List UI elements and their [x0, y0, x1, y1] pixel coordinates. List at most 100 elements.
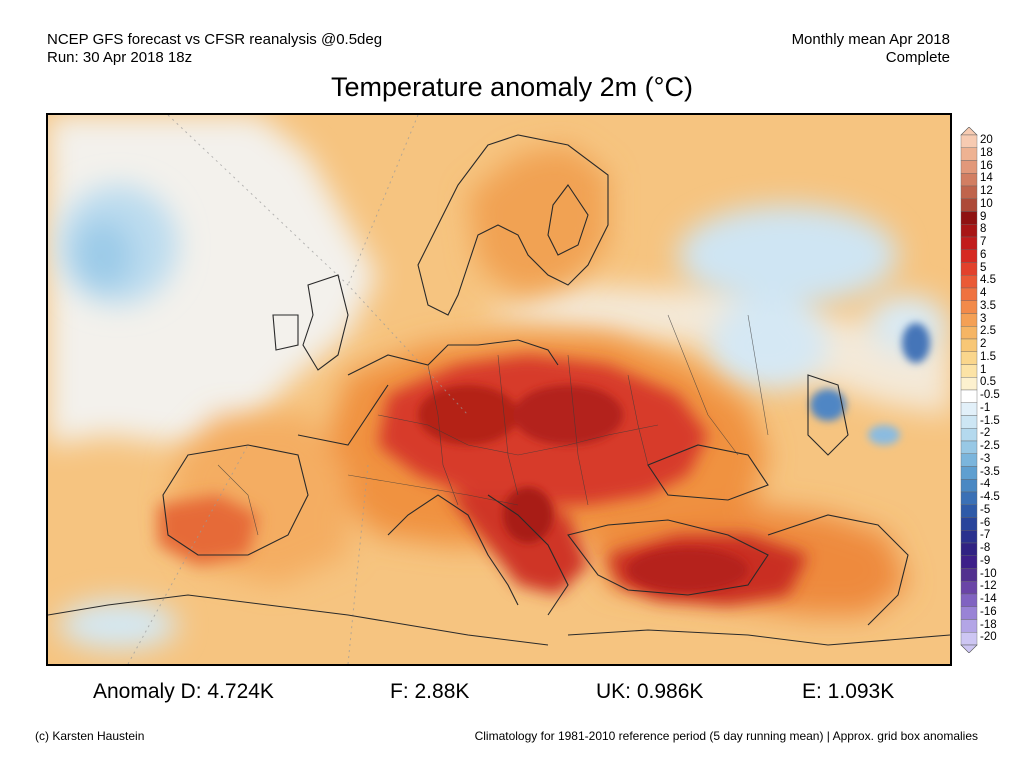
very-hot-cores — [418, 385, 748, 592]
colorbar-tick-label: -16 — [980, 605, 997, 618]
colorbar-bottom-extension — [960, 644, 978, 653]
colorbar-swatch — [960, 581, 978, 595]
cold-spots — [810, 323, 930, 445]
colorbar-swatch — [960, 632, 978, 646]
colorbar-tick-label: -4 — [980, 478, 991, 491]
colorbar-swatch — [960, 275, 978, 289]
graticule — [127, 115, 469, 664]
colorbar-tick-label: 0.5 — [980, 376, 996, 389]
anomaly-france: F: 2.88K — [390, 680, 470, 703]
colorbar-swatch — [960, 173, 978, 187]
colorbar-swatch — [960, 440, 978, 454]
colorbar-tick-label: -3 — [980, 452, 991, 465]
colorbar-tick-label: 2.5 — [980, 325, 996, 338]
run-info: Run: 30 Apr 2018 18z — [47, 49, 193, 66]
colorbar-swatch — [960, 249, 978, 263]
colorbar-swatch — [960, 389, 978, 403]
country-borders — [217, 314, 769, 536]
colorbar-tick-label: -2.5 — [980, 440, 1000, 452]
colorbar-tick-label: -10 — [980, 567, 997, 580]
colorbar-tick-label: -20 — [980, 631, 997, 644]
colorbar-swatch — [960, 351, 978, 365]
colorbar-swatch — [960, 364, 978, 378]
colorbar-tick-label: -0.5 — [980, 389, 1000, 401]
colorbar-tick-label: 18 — [980, 146, 993, 159]
colorbar-swatch — [960, 287, 978, 301]
colorbar-swatch — [960, 198, 978, 212]
colorbar-swatch — [960, 402, 978, 416]
colorbar-tick-label: 16 — [980, 159, 993, 172]
colorbar-swatch — [960, 313, 978, 327]
colorbar-swatch — [960, 555, 978, 569]
map-title: Temperature anomaly 2m (°C) — [331, 72, 693, 102]
header-right: Monthly mean Apr 2018 Complete — [792, 31, 950, 67]
colorbar-swatch — [960, 453, 978, 467]
colorbar-tick-label: 1.5 — [980, 350, 996, 363]
colorbar-tick-label: -12 — [980, 580, 997, 593]
anomaly-uk: UK: 0.986K — [596, 680, 704, 703]
colorbar-tick-label: 12 — [980, 185, 993, 197]
anomaly-map-canvas — [48, 115, 950, 664]
colorbar-swatch — [960, 517, 978, 531]
colorbar-tick-label: -8 — [980, 542, 991, 554]
colorbar-swatch — [960, 593, 978, 607]
header-left: NCEP GFS forecast vs CFSR reanalysis @0.… — [47, 31, 382, 67]
model-info: NCEP GFS forecast vs CFSR reanalysis @0.… — [47, 31, 383, 48]
colorbar-swatch — [960, 466, 978, 480]
colorbar-swatch — [960, 491, 978, 505]
colorbar — [960, 127, 978, 653]
colorbar-tick-label: 5 — [980, 261, 987, 274]
anomaly-england: E: 1.093K — [802, 680, 895, 703]
colorbar-tick-label: 9 — [980, 210, 987, 223]
period-info: Monthly mean Apr 2018 — [791, 31, 950, 48]
colorbar-swatch — [960, 147, 978, 161]
colorbar-swatch — [960, 300, 978, 314]
colorbar-swatch — [960, 568, 978, 582]
colorbar-swatch — [960, 606, 978, 620]
colorbar-tick-label: 6 — [980, 248, 987, 261]
colorbar-tick-label: -6 — [980, 516, 991, 529]
colorbar-tick-label: -3.5 — [980, 465, 1000, 478]
colorbar-tick-label: 4 — [980, 287, 987, 299]
coastlines — [48, 134, 950, 646]
colorbar-tick-label: 3.5 — [980, 299, 996, 312]
colorbar-swatch — [960, 262, 978, 276]
anomaly-map — [46, 113, 952, 666]
colorbar-tick-label: -7 — [980, 529, 991, 542]
climatology-note: Climatology for 1981-2010 reference peri… — [474, 729, 978, 743]
colorbar-tick-label: 14 — [980, 172, 993, 185]
anomaly-germany: Anomaly D: 4.724K — [93, 680, 274, 703]
copyright: (c) Karsten Haustein — [35, 729, 145, 743]
colorbar-tick-label: -5 — [980, 503, 991, 516]
colorbar-tick-label: 7 — [980, 236, 987, 248]
colorbar-swatch — [960, 211, 978, 225]
colorbar-swatch — [960, 185, 978, 199]
colorbar-swatch — [960, 530, 978, 544]
colorbar-tick-label: 20 — [980, 134, 993, 146]
colorbar-tick-label: -14 — [980, 593, 997, 605]
colorbar-tick-label: 1 — [980, 363, 987, 376]
colorbar-swatch — [960, 236, 978, 250]
colorbar-tick-label: -1 — [980, 401, 991, 414]
colorbar-tick-label: 2 — [980, 338, 987, 350]
colorbar-tick-label: 8 — [980, 223, 987, 236]
colorbar-tick-label: 10 — [980, 197, 993, 210]
colorbar-swatch — [960, 619, 978, 633]
status-info: Complete — [885, 49, 950, 66]
colorbar-swatch — [960, 504, 978, 518]
colorbar-swatch — [960, 542, 978, 556]
colorbar-swatch — [960, 415, 978, 429]
colorbar-swatch — [960, 160, 978, 174]
colorbar-tick-label: -9 — [980, 554, 991, 567]
colorbar-swatch — [960, 224, 978, 238]
colorbar-swatch — [960, 134, 978, 148]
colorbar-tick-label: 4.5 — [980, 274, 996, 287]
colorbar-tick-label: -1.5 — [980, 414, 1000, 427]
colorbar-top-extension — [960, 127, 978, 136]
colorbar-tick-label: 3 — [980, 312, 987, 325]
colorbar-swatch — [960, 326, 978, 340]
colorbar-swatch — [960, 479, 978, 493]
colorbar-tick-label: -4.5 — [980, 491, 1000, 503]
colorbar-swatch — [960, 377, 978, 391]
colorbar-swatch — [960, 428, 978, 442]
